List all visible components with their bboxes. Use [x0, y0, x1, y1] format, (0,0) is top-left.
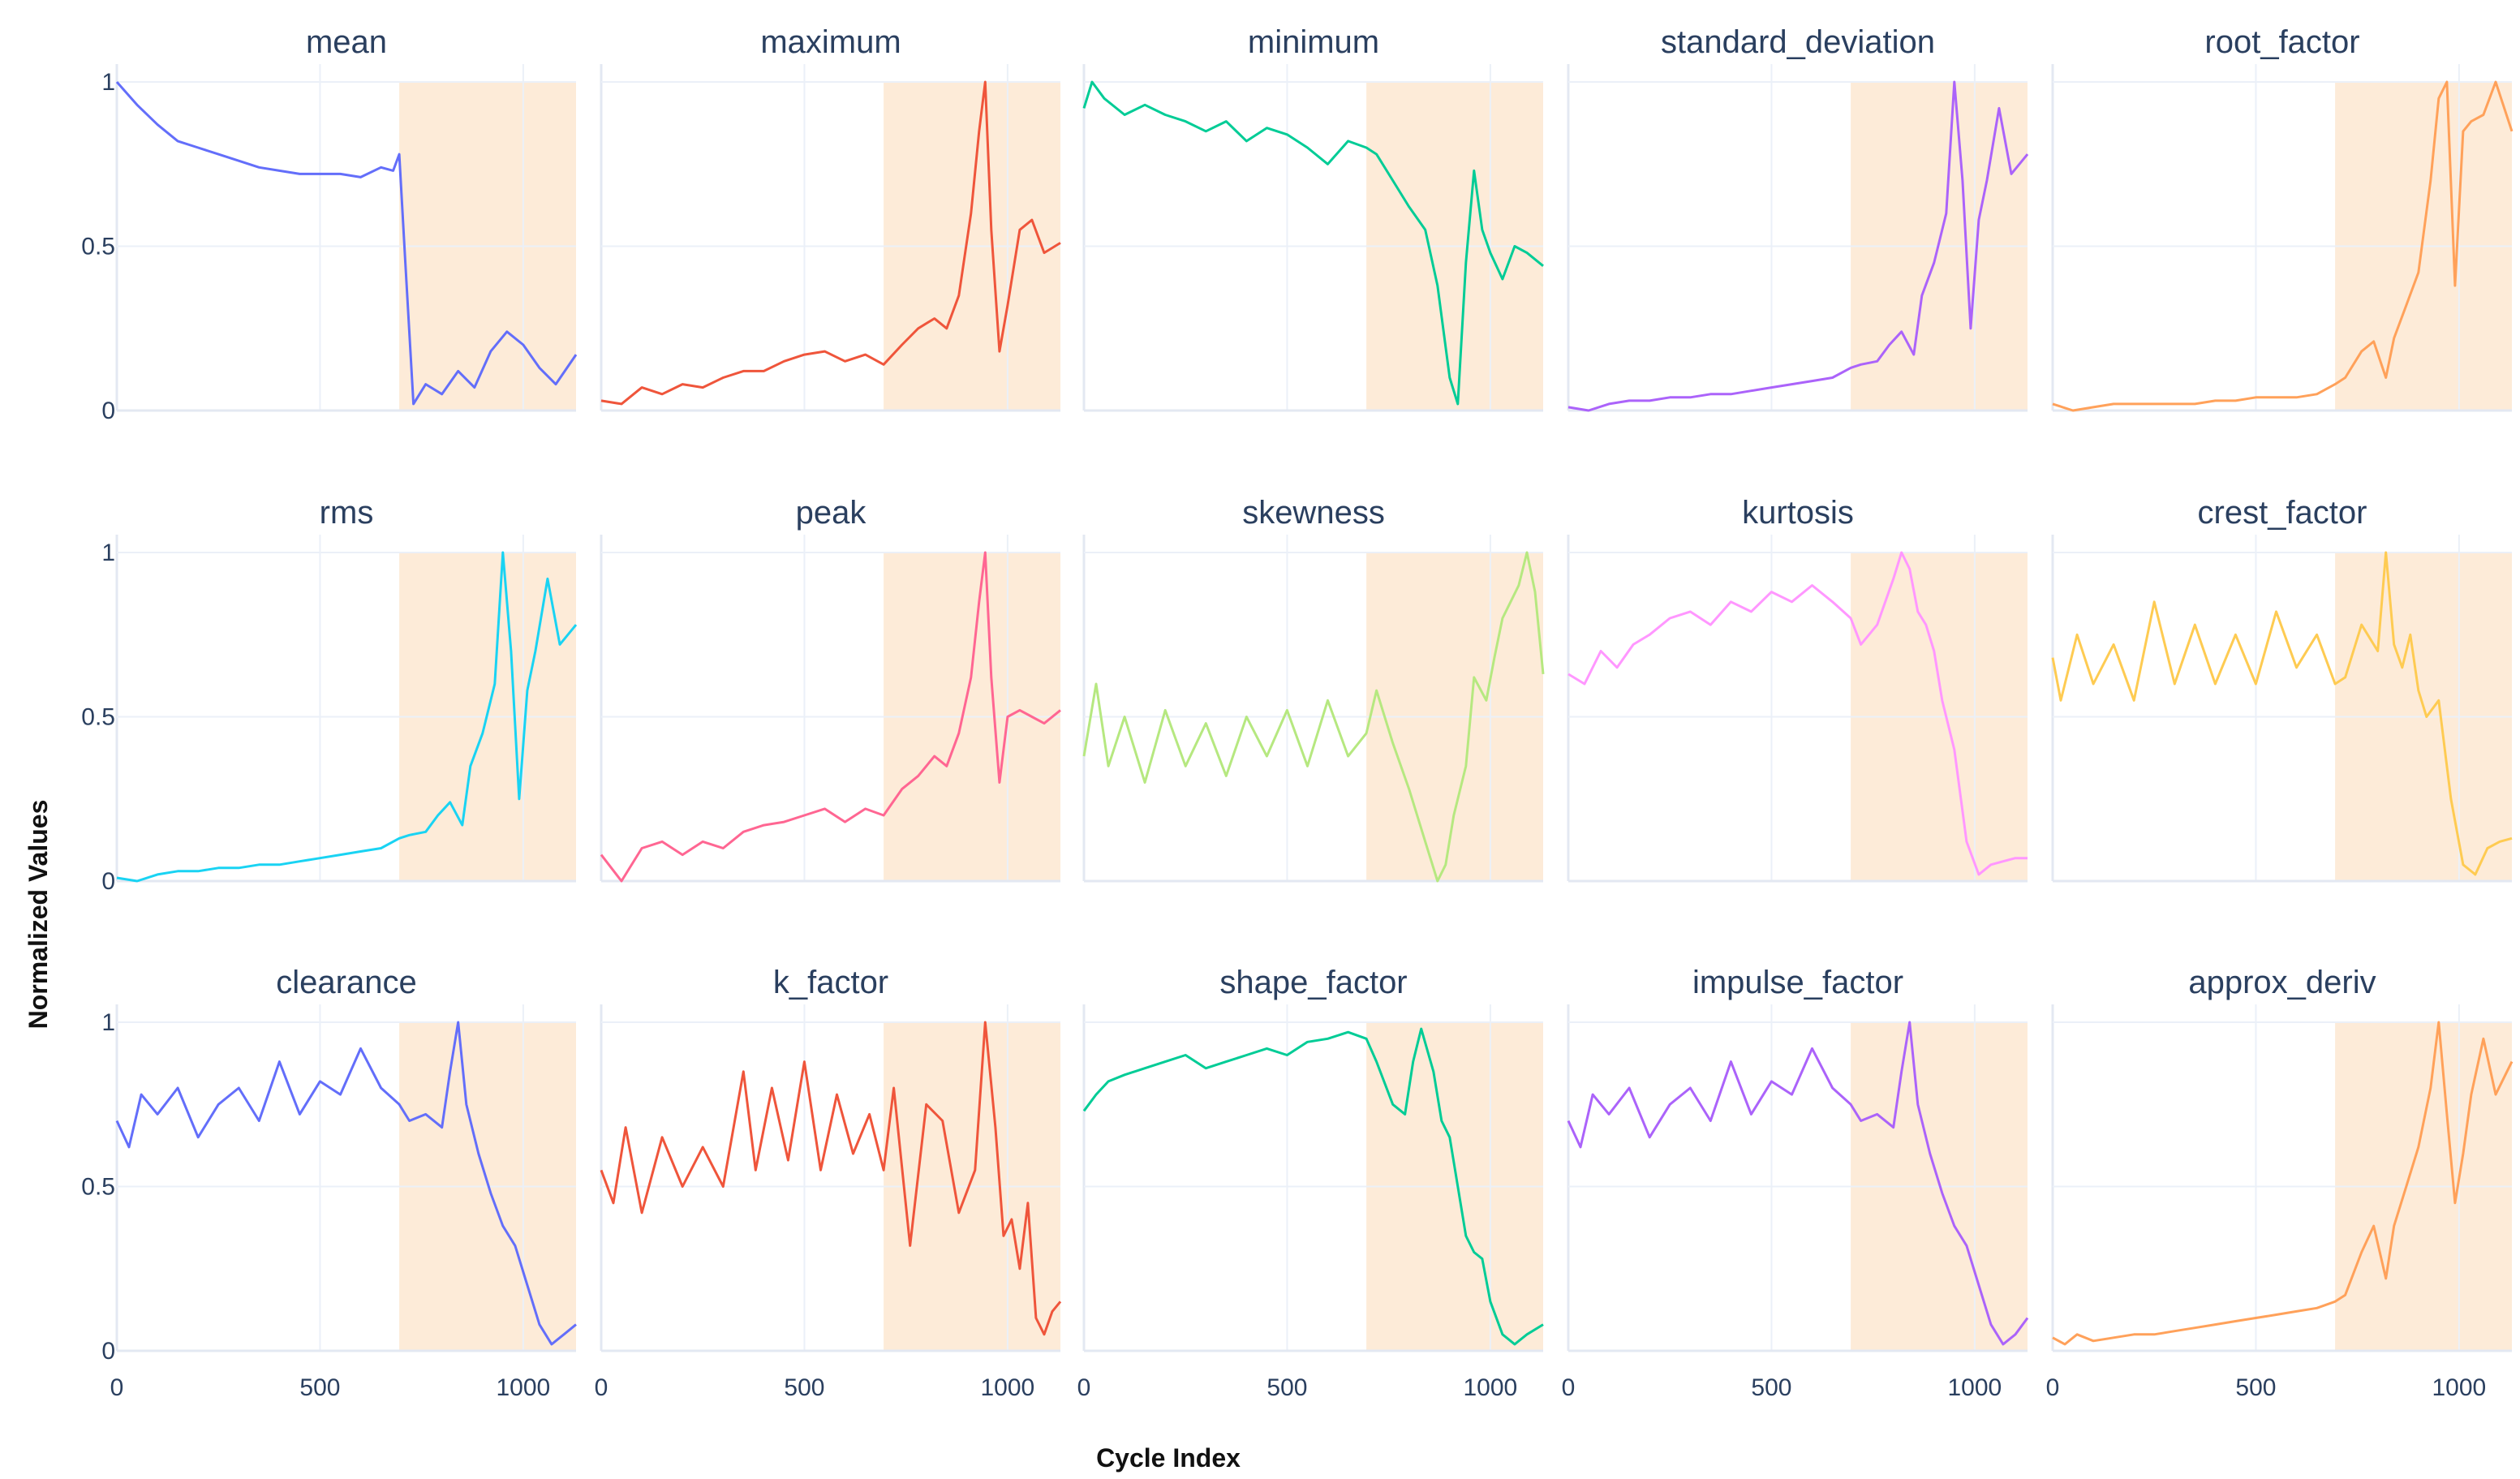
- series-line-approx_deriv: [2052, 1021, 2514, 1346]
- panel-title: minimum: [1248, 24, 1379, 60]
- panel-title: peak: [796, 495, 867, 531]
- series-line-skewness: [1082, 551, 1545, 883]
- x-tick-label: 500: [299, 1374, 340, 1401]
- panel-title: kurtosis: [1742, 495, 1854, 531]
- y-tick-label: 0: [101, 398, 115, 424]
- panel-k_factor: k_factor 0 500 1000: [595, 965, 1062, 1401]
- panel-title: approx_deriv: [2188, 965, 2376, 1000]
- series-line-k_factor: [600, 1021, 1062, 1336]
- x-tick-label: 500: [1751, 1374, 1791, 1401]
- series-line-maximum: [600, 80, 1061, 406]
- panel-shape_factor: shape_factor 0 500 1000: [1077, 965, 1544, 1401]
- series-line-standard_deviation: [1567, 80, 2029, 412]
- panel-root_factor: root_factor: [2051, 24, 2514, 412]
- x-tick-label: 1000: [497, 1374, 551, 1401]
- panel-peak: peak: [600, 495, 1061, 883]
- x-tick-label: 1000: [1948, 1374, 2002, 1401]
- y-tick-label: 1: [101, 69, 115, 96]
- y-tick-label: 0: [101, 868, 115, 895]
- series-line-minimum: [1082, 80, 1544, 406]
- x-tick-label: 500: [2235, 1374, 2276, 1401]
- panel-title: root_factor: [2204, 24, 2359, 60]
- series-line-rms: [116, 551, 578, 883]
- panel-maximum: maximum: [600, 24, 1061, 412]
- panel-mean: mean 0 0.5 1: [81, 24, 578, 424]
- panel-clearance: clearance 0 0.5 1 0 500 1000: [81, 965, 577, 1401]
- panel-minimum: minimum: [1082, 24, 1544, 412]
- x-tick-label: 1000: [981, 1374, 1035, 1401]
- x-tick-label: 0: [595, 1374, 608, 1401]
- y-tick-label: 0: [101, 1338, 115, 1365]
- series-line-clearance: [115, 1021, 577, 1346]
- panel-title: maximum: [760, 24, 901, 60]
- panel-title: standard_deviation: [1661, 24, 1935, 60]
- panel-title: clearance: [276, 965, 416, 1000]
- y-tick-label: 1: [101, 540, 115, 566]
- series-line-impulse_factor: [1567, 1021, 2029, 1346]
- x-tick-label: 0: [110, 1374, 124, 1401]
- panel-title: mean: [306, 24, 387, 60]
- x-tick-label: 500: [784, 1374, 824, 1401]
- panel-rms: rms 0 0.5 1: [81, 495, 578, 895]
- x-tick-label: 1000: [2432, 1374, 2487, 1401]
- panel-title: impulse_factor: [1692, 965, 1903, 1000]
- series-line-kurtosis: [1567, 551, 2028, 876]
- y-tick-label: 0.5: [81, 704, 115, 731]
- series-line-root_factor: [2052, 80, 2514, 412]
- panel-title: k_factor: [773, 965, 888, 1000]
- y-tick-label: 1: [101, 1009, 115, 1036]
- panel-crest_factor: crest_factor: [2051, 495, 2513, 883]
- series-line-mean: [115, 81, 578, 406]
- panel-title: crest_factor: [2198, 495, 2367, 531]
- panel-title: rms: [320, 495, 374, 531]
- x-tick-label: 500: [1266, 1374, 1307, 1401]
- panel-skewness: skewness: [1082, 495, 1545, 883]
- x-axis-label: Cycle Index: [1096, 1443, 1241, 1473]
- y-tick-label: 0.5: [81, 234, 115, 260]
- x-tick-label: 0: [1077, 1374, 1091, 1401]
- x-tick-label: 0: [1562, 1374, 1576, 1401]
- x-tick-label: 0: [2046, 1374, 2060, 1401]
- panels-group: mean 0 0.5 1 maximum minimum standard_deviatio…: [81, 24, 2514, 1401]
- x-tick-label: 1000: [1464, 1374, 1518, 1401]
- series-line-peak: [600, 551, 1061, 883]
- y-tick-label: 0.5: [81, 1174, 115, 1201]
- panel-title: shape_factor: [1219, 965, 1407, 1000]
- panel-title: skewness: [1242, 495, 1385, 531]
- panel-impulse_factor: impulse_factor 0 500 1000: [1562, 965, 2029, 1401]
- y-axis-label: Normalized Values: [24, 800, 53, 1030]
- panel-kurtosis: kurtosis: [1567, 495, 2028, 883]
- panel-standard_deviation: standard_deviation: [1567, 24, 2029, 412]
- panel-approx_deriv: approx_deriv 0 500 1000: [2046, 965, 2514, 1401]
- series-line-shape_factor: [1082, 1027, 1544, 1346]
- series-line-crest_factor: [2051, 551, 2513, 876]
